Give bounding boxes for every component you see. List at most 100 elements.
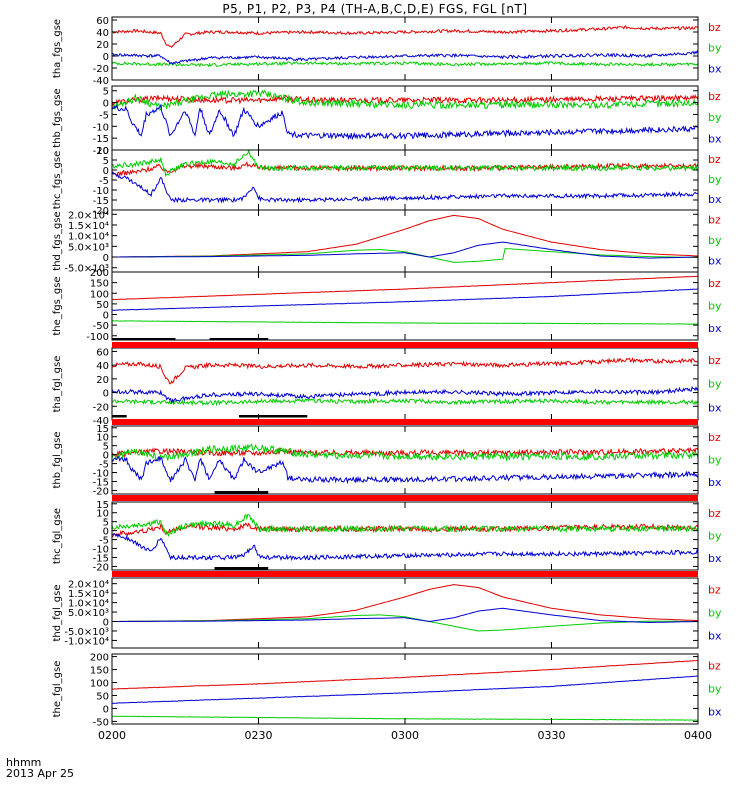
panel-frame (111, 209, 699, 273)
y-tick-label: 2.0×10⁴ (68, 580, 109, 591)
series-line-bx (111, 103, 699, 141)
panel-tha_fgl_gse: 60 40 20 0 -20 -40 tha_fgl_gse bz by bx (52, 347, 722, 427)
y-tick-label: 40 (96, 361, 109, 372)
y-axis-label: thd_fgs_gse (52, 211, 63, 270)
legend-label-by: by (708, 683, 722, 696)
legend-label-bz: bz (708, 277, 721, 290)
y-axis-label: thc_fgl_gse (52, 508, 63, 564)
legend-label-bz: bz (708, 90, 721, 103)
y-tick-label: 150 (90, 666, 109, 677)
panel-thd_fgl_gse: 2.0×10⁴1.5×10⁴1.0×10⁴5.0×10³0-5.0×10³-1.… (52, 577, 722, 649)
series-line-by (111, 149, 699, 177)
quality-flag-bar (112, 491, 698, 501)
y-axis-label: the_fgl_gse (52, 661, 63, 718)
time-axis-unit: hhmm (6, 756, 42, 769)
y-tick-label: 100 (90, 289, 109, 300)
y-tick-label: -20 (93, 64, 109, 75)
series-line-bz (111, 94, 699, 107)
quality-flag-bar (112, 415, 698, 425)
y-tick-label: 20 (96, 375, 109, 386)
panel-frame (111, 347, 699, 421)
legend-label-bz: bz (708, 354, 721, 367)
legend-label-bz: bz (708, 21, 721, 34)
y-tick-label: 50 (96, 691, 109, 702)
y-tick-label: 10 (96, 509, 109, 520)
quality-flag-bar (112, 338, 698, 348)
y-tick-label: 200 (90, 653, 109, 664)
legend-label-bx: bx (708, 322, 722, 335)
legend-label-bz: bz (708, 507, 721, 520)
x-tick-label: 0300 (391, 729, 419, 742)
series-line-bx (111, 455, 699, 485)
panel-frame (111, 149, 699, 211)
legend-label-bz: bz (708, 214, 721, 227)
y-tick-label: 0 (103, 389, 109, 400)
series-line-bx (112, 607, 699, 624)
flag-segment (112, 338, 176, 341)
panel-thb_fgs_gse: 50-5-10-15-20 thb_fgs_gse bz by bx (52, 85, 722, 157)
series-line-by (111, 443, 699, 462)
y-tick-label: 15 (96, 424, 109, 435)
flag-segment (209, 338, 269, 341)
y-tick-label: -15 (93, 196, 109, 207)
flag-segment (214, 567, 269, 570)
y-tick-label: 10 (96, 146, 109, 157)
time-axis-caption: hhmm 2013 Apr 25 (6, 757, 74, 779)
legend-label-by: by (708, 378, 722, 391)
series-line-bz (112, 214, 699, 258)
panel-frame (111, 501, 699, 571)
y-tick-label: 5.0×10³ (68, 608, 109, 619)
y-tick-label: 2.0×10⁴ (68, 210, 109, 221)
flag-bar (112, 419, 698, 425)
series-line-bz (111, 446, 699, 459)
legend-label-bz: bz (708, 153, 721, 166)
y-tick-label: -10 (93, 122, 109, 133)
y-tick-label: -20 (93, 562, 109, 573)
y-tick-label: 100 (90, 679, 109, 690)
flag-segment (214, 491, 269, 494)
y-tick-label: -20 (93, 146, 109, 157)
series-line-bx (111, 386, 699, 405)
y-tick-label: 0 (103, 166, 109, 177)
series-line-bz (111, 25, 699, 48)
flag-segment (238, 415, 308, 418)
y-tick-label: -15 (93, 553, 109, 564)
y-tick-label: -10 (93, 186, 109, 197)
time-axis-date: 2013 Apr 25 (6, 767, 75, 780)
x-tick-label: 0230 (245, 729, 273, 742)
flag-bar (112, 495, 698, 501)
y-tick-label: -10 (93, 545, 109, 556)
y-tick-label: 1.0×10⁴ (68, 232, 109, 243)
series-line-by (111, 320, 698, 325)
y-axis-label: the_fgs_gse (52, 276, 63, 335)
legend-label-bx: bx (708, 401, 722, 414)
series-line-bz (112, 584, 699, 622)
y-tick-label: -40 (93, 76, 109, 87)
legend-label-bx: bx (708, 132, 722, 145)
y-tick-label: 5.0×10³ (68, 242, 109, 253)
legend-label-bx: bx (708, 255, 722, 268)
flag-bar (112, 342, 698, 348)
series-line-bx (111, 288, 699, 311)
y-tick-label: 0 (103, 618, 109, 629)
legend-label-bx: bx (708, 552, 722, 565)
panel-frame (111, 653, 699, 725)
quality-flag-bar (112, 567, 698, 577)
y-tick-label: 1.0×10⁴ (68, 599, 109, 610)
x-tick-label: 0400 (684, 729, 712, 742)
y-tick-label: -50 (93, 321, 109, 332)
panel-frame (111, 85, 699, 151)
y-tick-label: 15 (96, 500, 109, 511)
y-tick-label: 0 (103, 451, 109, 462)
y-tick-label: 1.5×10⁴ (68, 221, 109, 232)
panel-frame (111, 16, 699, 81)
series-line-bx (111, 49, 699, 66)
y-tick-label: 0 (103, 311, 109, 322)
legend-label-bx: bx (708, 706, 722, 719)
series-line-by (111, 89, 699, 111)
series-line-bx (111, 675, 698, 704)
y-tick-label: -100 (86, 332, 109, 343)
series-line-bx (112, 241, 699, 259)
